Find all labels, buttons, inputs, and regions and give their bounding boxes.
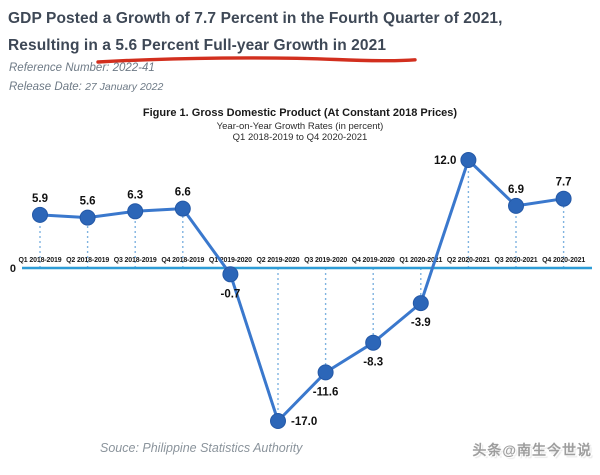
x-axis-label-9: Q2 2020-2021 — [447, 257, 490, 264]
chart-svg: 0Q1 2018-2019 Q2 2018-2019 Q3 2018-2019 Q4 … — [10, 152, 592, 429]
value-label-6: -11.6 — [313, 386, 339, 398]
data-point-4 — [222, 266, 239, 283]
gdp-line-chart: 0 Q1 2018-2019 Q2 2018-2019 Q3 2018-2019 Q4 … — [0, 140, 600, 436]
release-date-label: Release Date: — [9, 81, 82, 93]
line-series — [38, 158, 566, 423]
value-label-9: 12.0 — [434, 155, 456, 167]
data-point-9 — [460, 152, 477, 168]
reference-number-label: Reference Number: — [9, 62, 110, 74]
source-note: Souce: Philippine Statistics Authority — [100, 441, 303, 455]
data-point-1 — [79, 209, 96, 226]
x-axis-label-2: Q3 2018-2019 — [114, 257, 157, 264]
chart-subtitle: Year-on-Year Growth Rates (in percent) — [216, 121, 384, 132]
value-label-10: 6.9 — [508, 184, 524, 196]
value-label-7: -8.3 — [363, 357, 383, 369]
data-point-8 — [412, 295, 429, 312]
reference-number-value: 2022-41 — [112, 62, 155, 74]
data-point-6 — [317, 364, 334, 381]
page-title-line2: Resulting in a 5.6 Percent Full-year Gro… — [8, 36, 387, 54]
x-axis-label-7: Q4 2019-2020 — [352, 257, 395, 264]
value-label-0: 5.9 — [32, 193, 48, 205]
x-axis-label-5: Q2 2019-2020 — [257, 257, 300, 264]
x-axis-label-6: Q3 2019-2020 — [304, 257, 347, 264]
x-axis-label-8: Q1 2020-2021 — [399, 257, 442, 264]
release-date: Release Date: 27 January 2022 — [9, 81, 163, 93]
x-axis-label-0: Q1 2018-2019 — [19, 257, 62, 264]
data-point-11 — [555, 190, 572, 207]
reference-number: Reference Number: 2022-41 — [9, 62, 155, 74]
data-point-0 — [32, 206, 48, 223]
data-point-10 — [508, 197, 524, 214]
data-point-7 — [365, 334, 382, 351]
x-axis-label-1: Q2 2018-2019 — [66, 257, 109, 264]
page-title: GDP Posted a Growth of 7.7 Percent in th… — [8, 6, 594, 64]
data-point-5 — [270, 413, 286, 429]
value-label-2: 6.3 — [127, 189, 143, 201]
chart-period-range: Q1 2018-2019 to Q4 2020-2021 — [232, 132, 368, 143]
value-label-5: -17.0 — [291, 416, 317, 428]
release-date-value: 27 January 2022 — [85, 81, 164, 93]
x-axis-label-11: Q4 2020-2021 — [542, 257, 585, 264]
value-label-1: 5.6 — [80, 196, 96, 208]
x-axis-label-4: Q1 2019-2020 — [209, 257, 252, 264]
value-label-8: -3.9 — [411, 317, 431, 329]
zero-axis-label: 0 — [10, 263, 16, 275]
value-label-3: 6.6 — [175, 187, 191, 199]
x-axis-label-3: Q4 2018-2019 — [161, 257, 204, 264]
chart-title: Figure 1. Gross Domestic Product (At Con… — [142, 107, 458, 119]
page-title-line1: GDP Posted a Growth of 7.7 Percent in th… — [8, 10, 503, 27]
x-axis-label-10: Q3 2020-2021 — [495, 257, 538, 264]
value-label-4: -0.7 — [220, 288, 240, 300]
value-label-11: 7.7 — [556, 177, 572, 189]
data-point-3 — [174, 200, 191, 217]
watermark: 头条@南生今世说 — [472, 442, 592, 458]
data-point-2 — [127, 203, 144, 220]
